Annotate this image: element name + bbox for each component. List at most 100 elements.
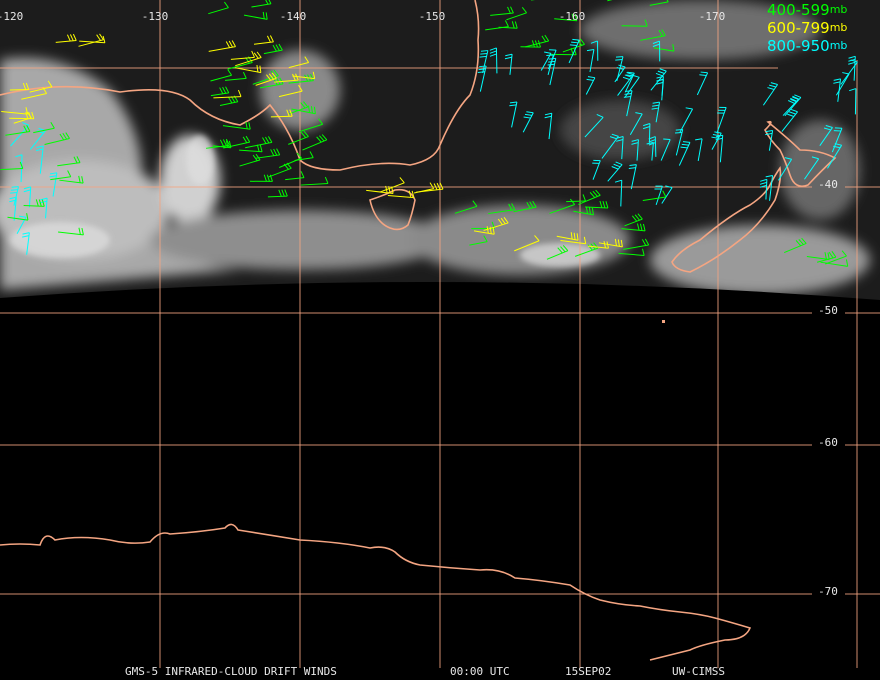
barb-tick [591, 207, 594, 215]
barb-tick [603, 241, 607, 249]
barb-tick [40, 197, 48, 201]
wind-barb [588, 241, 609, 249]
barb-tick [26, 125, 31, 132]
barb-shaft [660, 139, 671, 161]
barb-tick [831, 251, 837, 258]
barb-tick [511, 203, 516, 210]
wind-barb [255, 72, 277, 86]
barb-tick [49, 172, 57, 175]
barb-tick [571, 13, 575, 21]
barb-tick [544, 34, 550, 42]
wind-barb [654, 185, 663, 206]
barb-tick [19, 161, 24, 169]
wind-barb [302, 134, 328, 151]
barb-tick [266, 35, 271, 43]
wind-barb [21, 87, 48, 100]
barb-tick [624, 93, 632, 95]
barb-shaft [556, 235, 579, 241]
barb-tick [609, 136, 617, 140]
barb-tick [36, 148, 44, 152]
barb-tick [262, 11, 265, 19]
wind-barb [696, 71, 709, 96]
footer-text: GMS-5 INFRARED-CLOUD DRIFT WINDS [125, 665, 337, 678]
barb-tick [662, 190, 667, 198]
barb-tick [700, 71, 708, 74]
barb-tick [391, 186, 394, 194]
barb-tick [827, 252, 830, 260]
barb-tick [286, 109, 290, 117]
barb-tick [321, 134, 328, 141]
wind-barb [628, 164, 637, 190]
barb-shaft [653, 47, 674, 52]
barb-tick [614, 238, 617, 246]
barb-shaft [245, 141, 273, 149]
barb-shaft [279, 157, 302, 168]
wind-barb [504, 53, 513, 75]
barb-shaft [469, 241, 488, 246]
wind-barb [513, 200, 537, 213]
barb-shaft [549, 58, 557, 86]
longitude-label: -150 [419, 10, 446, 23]
wind-barb [270, 109, 293, 118]
barb-tick [529, 201, 534, 208]
barb-shaft [640, 35, 666, 41]
wind-barb [267, 189, 288, 198]
barb-tick [67, 170, 72, 177]
barb-tick [324, 176, 329, 184]
barb-tick [310, 106, 313, 114]
barb-shaft [769, 175, 774, 201]
barb-tick [579, 38, 585, 45]
wind-barb [568, 38, 580, 64]
barb-shaft [777, 158, 793, 181]
barb-shaft [784, 242, 807, 254]
barb-shaft [483, 222, 509, 231]
barb-shaft [562, 43, 585, 53]
barb-tick [289, 109, 293, 117]
barb-tick [81, 176, 84, 184]
barb-tick [472, 200, 478, 207]
barb-shaft [291, 108, 316, 115]
barb-tick [283, 163, 289, 170]
wind-barb [711, 131, 722, 150]
wind-barb [546, 245, 569, 260]
barb-tick [228, 140, 232, 148]
barb-tick [270, 149, 275, 156]
footer: GMS-5 INFRARED-CLOUD DRIFT WINDS 00:00 UT… [125, 665, 725, 678]
barb-tick [224, 1, 229, 8]
barb-tick [500, 217, 506, 225]
barb-tick [794, 94, 802, 98]
barb-tick [644, 238, 650, 246]
wind-barb [695, 138, 703, 162]
barb-tick [798, 238, 804, 245]
barb-shaft [511, 101, 518, 128]
wind-barb [849, 88, 857, 115]
barb-tick [219, 139, 224, 147]
barb-tick [611, 166, 619, 170]
barb-shaft [697, 138, 703, 162]
longitude-label: -130 [142, 10, 169, 23]
barb-tick [10, 191, 18, 194]
barb-shaft [820, 261, 848, 267]
barb-tick [629, 164, 637, 167]
barb-tick [81, 227, 84, 236]
latitude-label: -60 [818, 436, 838, 449]
barb-tick [582, 194, 586, 202]
barb-tick [272, 44, 277, 52]
barb-tick [652, 40, 660, 44]
barb-shaft [607, 164, 623, 182]
wind-barb [235, 65, 262, 74]
barb-shaft [454, 205, 478, 214]
wind-barb [239, 144, 263, 153]
barb-tick [23, 125, 28, 133]
barb-tick [265, 0, 269, 5]
barb-shaft [78, 39, 104, 47]
wind-barb [50, 170, 72, 181]
barb-tick [602, 200, 606, 208]
barb-shaft [624, 77, 640, 98]
barb-tick [616, 138, 624, 142]
barb-shaft [617, 74, 634, 96]
barb-tick [641, 248, 645, 256]
legend-range: 800-950 [767, 37, 830, 55]
barb-tick [537, 40, 541, 48]
